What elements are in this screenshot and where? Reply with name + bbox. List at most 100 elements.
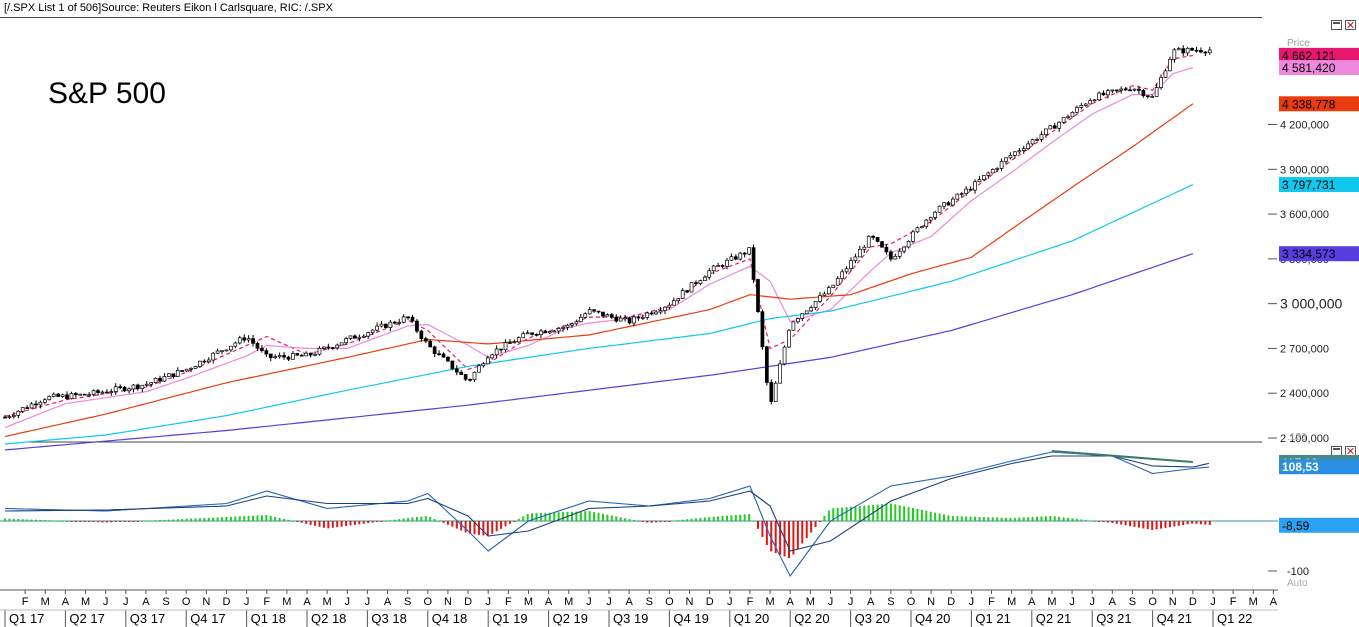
histogram-bar — [500, 521, 503, 529]
last-value-label: 4 581,420 — [1282, 61, 1336, 75]
candle-body — [884, 246, 889, 253]
candle-body — [667, 304, 672, 308]
histogram-bar — [123, 521, 126, 522]
histogram-bar — [407, 517, 410, 521]
candle-body — [552, 330, 557, 333]
histogram-bar — [345, 521, 348, 527]
histogram-bar — [1111, 521, 1114, 523]
histogram-bar — [495, 521, 498, 532]
close-panel-icon[interactable] — [1345, 20, 1356, 30]
month-label: J — [586, 596, 592, 608]
indicator-value-label: 108,53 — [1282, 460, 1319, 474]
candle-body — [742, 252, 747, 255]
candle-body — [1017, 150, 1022, 153]
histogram-bar — [291, 520, 294, 522]
candle-body — [698, 280, 703, 284]
candle-body — [384, 323, 388, 328]
histogram-bar — [145, 520, 148, 522]
histogram-bar — [172, 519, 175, 521]
histogram-bar — [1062, 517, 1065, 521]
candle-body — [490, 354, 495, 359]
histogram-bar — [1089, 520, 1092, 522]
histogram-bar — [513, 521, 516, 522]
histogram-bar — [938, 513, 941, 521]
candle-body — [999, 160, 1004, 169]
histogram-bar — [694, 518, 697, 521]
histogram-bar — [1067, 517, 1070, 521]
candle-body — [1141, 90, 1146, 97]
candle-body — [481, 363, 486, 367]
histogram-bar — [632, 519, 635, 521]
histogram-bar — [575, 511, 578, 521]
candle-body — [858, 248, 862, 258]
histogram-bar — [761, 521, 764, 537]
histogram-bar — [1102, 521, 1105, 522]
histogram-bar — [371, 521, 374, 523]
histogram-bar — [1120, 521, 1123, 525]
histogram-bar — [429, 517, 432, 521]
histogram-bar — [322, 521, 325, 528]
month-label: J — [848, 596, 854, 608]
candle-body — [791, 321, 796, 331]
quarter-label: Q2 17 — [69, 611, 104, 626]
candle-body — [38, 401, 43, 406]
histogram-bar — [1031, 516, 1034, 521]
histogram-bar — [1005, 517, 1008, 521]
histogram-bar — [624, 518, 627, 521]
histogram-bar — [655, 521, 658, 523]
histogram-bar — [110, 521, 113, 523]
candle-body — [942, 202, 946, 207]
candle-body — [747, 247, 751, 255]
histogram-bar — [296, 521, 299, 522]
candle-body — [51, 393, 56, 397]
candle-body — [344, 338, 348, 344]
candle-body — [472, 371, 477, 381]
histogram-bar — [854, 506, 857, 521]
quarter-label: Q1 17 — [9, 611, 44, 626]
histogram-bar — [181, 519, 184, 521]
histogram-bar — [597, 512, 600, 521]
candle-body — [211, 352, 216, 361]
candle-body — [1114, 89, 1119, 92]
maximize-panel-icon[interactable] — [1331, 20, 1342, 30]
histogram-bar — [252, 515, 255, 521]
y-tick-label: 3 600,000 — [1280, 209, 1329, 221]
histogram-bar — [646, 521, 649, 523]
histogram-bar — [907, 507, 910, 521]
candle-body — [1190, 47, 1194, 51]
indicator-top-note: .123 — [1287, 432, 1307, 443]
month-label: N — [927, 596, 935, 608]
histogram-bar — [234, 516, 237, 521]
histogram-bar — [557, 512, 560, 521]
candle-body — [202, 360, 207, 363]
histogram-bar — [690, 518, 693, 521]
candle-body — [12, 414, 16, 417]
candle-body — [880, 241, 884, 248]
candle-body — [1061, 116, 1066, 123]
histogram-bar — [349, 521, 352, 526]
histogram-bar — [119, 521, 122, 522]
histogram-bar — [221, 517, 224, 521]
quarter-label: Q3 17 — [130, 611, 165, 626]
histogram-bar — [978, 516, 981, 521]
histogram-bar — [1018, 517, 1021, 521]
candle-body — [561, 326, 565, 329]
indicator-value-label: -8,59 — [1282, 519, 1310, 533]
histogram-bar — [4, 518, 6, 521]
histogram-bar — [703, 517, 706, 521]
histogram-bar — [39, 519, 42, 521]
histogram-bar — [903, 506, 906, 521]
histogram-bar — [393, 519, 396, 521]
quarter-label: Q4 18 — [432, 611, 467, 626]
candle-body — [530, 332, 534, 335]
indicator-line-1 — [5, 455, 1210, 552]
month-label: F — [505, 596, 512, 608]
histogram-bar — [411, 517, 414, 521]
last-value-label: 3 797,731 — [1282, 178, 1336, 192]
candle-body — [29, 403, 34, 409]
indicator-line-0 — [4, 451, 1210, 578]
histogram-bar — [601, 513, 604, 521]
histogram-bar — [305, 521, 308, 524]
histogram-bar — [491, 521, 494, 534]
